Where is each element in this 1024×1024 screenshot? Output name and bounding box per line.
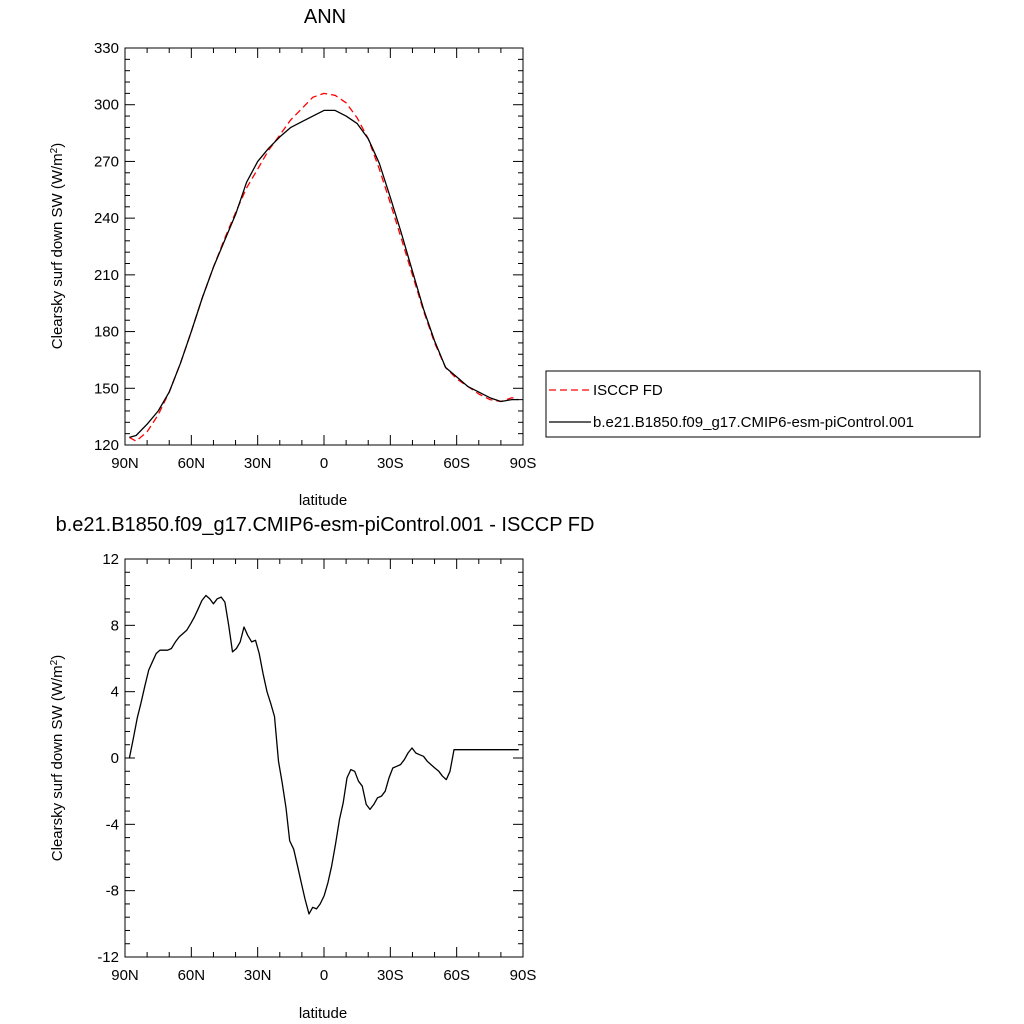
- y-tick-label: 300: [94, 97, 119, 114]
- x-tick-label: 90S: [510, 967, 537, 984]
- bottom-y-ticks: -12 -8 -4 0 4 8 12: [97, 551, 523, 966]
- top-chart-title: ANN: [304, 6, 346, 28]
- top-x-ticks: 90N 60N 30N 0 30S 60S 90S: [111, 48, 536, 472]
- y-tick-label: 210: [94, 267, 119, 284]
- bottom-chart-title: b.e21.B1850.f09_g17.CMIP6-esm-piControl.…: [56, 514, 595, 536]
- legend-box: [545, 370, 981, 438]
- top-y-ticks: 120 150 180 210 240 270 300 330: [94, 40, 523, 454]
- top-chart: ANN 120 150 180 210 240 270 300 330 90N 60N 30N 0 3…: [49, 6, 537, 509]
- y-tick-label: 8: [111, 617, 119, 634]
- y-tick-label: -8: [106, 883, 119, 900]
- top-plot-frame: [124, 47, 524, 446]
- x-tick-label: 30N: [244, 967, 272, 984]
- y-tick-label: -12: [97, 949, 119, 966]
- x-tick-label: 60S: [443, 455, 470, 472]
- bottom-x-axis-label: latitude: [299, 1005, 347, 1022]
- x-tick-label: 30S: [377, 967, 404, 984]
- y-tick-label: 120: [94, 437, 119, 454]
- bottom-series: [128, 594, 519, 915]
- x-tick-label: 60N: [178, 967, 206, 984]
- x-tick-label: 0: [320, 967, 328, 984]
- top-series: [129, 92, 519, 442]
- top-y-axis-label-main: Clearsky surf down SW (W/m: [49, 153, 66, 349]
- legend-label-model: b.e21.B1850.f09_g17.CMIP6-esm-piControl.…: [593, 414, 914, 431]
- top-x-axis-label: latitude: [299, 492, 347, 509]
- y-tick-label: 4: [111, 684, 119, 701]
- y-tick-label: 180: [94, 324, 119, 341]
- x-tick-label: 0: [320, 455, 328, 472]
- y-tick-label: -4: [106, 816, 119, 833]
- bottom-y-axis-label-close: ): [49, 655, 66, 660]
- top-y-axis-label: Clearsky surf down SW (W/m2): [49, 143, 67, 349]
- x-tick-label: 60N: [178, 455, 206, 472]
- bottom-y-axis-label: Clearsky surf down SW (W/m2): [49, 655, 67, 861]
- series-line-isccp: [129, 92, 519, 442]
- x-tick-label: 60S: [443, 967, 470, 984]
- legend-label-isccp: ISCCP FD: [593, 382, 663, 399]
- top-y-axis-label-superscript: 2: [49, 147, 60, 153]
- bottom-x-ticks: 90N 60N 30N 0 30S 60S 90S: [111, 559, 536, 984]
- y-tick-label: 330: [94, 40, 119, 57]
- legend: ISCCP FD b.e21.B1850.f09_g17.CMIP6-esm-p…: [545, 370, 981, 438]
- y-tick-label: 270: [94, 153, 119, 170]
- x-tick-label: 90S: [510, 455, 537, 472]
- x-tick-label: 90N: [111, 967, 139, 984]
- y-tick-label: 150: [94, 380, 119, 397]
- y-tick-label: 240: [94, 210, 119, 227]
- x-tick-label: 90N: [111, 455, 139, 472]
- series-line-model: [129, 109, 519, 439]
- y-tick-label: 12: [102, 551, 119, 568]
- top-y-axis-label-close: ): [49, 143, 66, 148]
- x-tick-label: 30N: [244, 455, 272, 472]
- bottom-chart: b.e21.B1850.f09_g17.CMIP6-esm-piControl.…: [49, 514, 595, 1022]
- x-tick-label: 30S: [377, 455, 404, 472]
- series-line-difference: [128, 594, 519, 915]
- y-tick-label: 0: [111, 750, 119, 767]
- bottom-y-axis-label-superscript: 2: [49, 659, 60, 665]
- bottom-y-axis-label-main: Clearsky surf down SW (W/m: [49, 665, 66, 861]
